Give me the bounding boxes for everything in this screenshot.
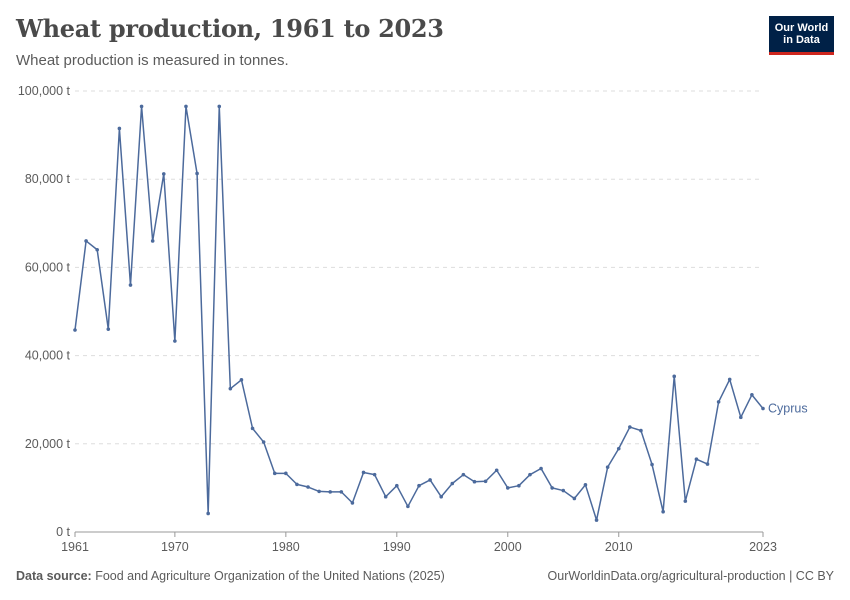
y-tick-label: 100,000 t: [18, 84, 71, 98]
data-point[interactable]: [95, 247, 99, 252]
data-point[interactable]: [239, 378, 244, 382]
data-point[interactable]: [328, 490, 333, 494]
y-tick-label: 80,000 t: [25, 172, 71, 186]
data-point[interactable]: [383, 494, 388, 499]
data-point[interactable]: [483, 479, 488, 484]
data-point[interactable]: [295, 482, 299, 487]
data-point[interactable]: [417, 483, 421, 488]
data-point[interactable]: [616, 446, 621, 451]
y-tick-label: 0 t: [56, 525, 70, 539]
data-point[interactable]: [272, 471, 277, 476]
y-tick-label: 20,000 t: [25, 437, 71, 451]
data-point[interactable]: [628, 425, 632, 429]
data-point[interactable]: [206, 511, 210, 516]
data-point[interactable]: [306, 485, 310, 489]
data-point[interactable]: [472, 479, 477, 484]
data-point[interactable]: [517, 483, 521, 488]
data-point[interactable]: [428, 478, 432, 482]
data-point[interactable]: [550, 486, 554, 490]
y-tick-label: 40,000 t: [25, 349, 71, 363]
owid-logo[interactable]: Our World in Data: [769, 16, 834, 55]
data-point[interactable]: [661, 509, 665, 514]
data-point[interactable]: [694, 457, 699, 462]
data-point[interactable]: [583, 483, 588, 487]
x-tick-label: 1980: [272, 540, 300, 554]
data-point[interactable]: [705, 462, 710, 466]
data-point[interactable]: [117, 126, 122, 131]
series-line-cyprus[interactable]: [74, 105, 764, 521]
data-point[interactable]: [350, 501, 355, 505]
series-label[interactable]: Cyprus: [768, 402, 808, 416]
data-point[interactable]: [372, 472, 377, 477]
source-label: Data source:: [16, 569, 92, 583]
footer-link[interactable]: OurWorldinData.org/agricultural-producti…: [547, 569, 834, 583]
data-point[interactable]: [750, 393, 754, 397]
data-point[interactable]: [672, 374, 677, 379]
data-point[interactable]: [539, 466, 543, 471]
x-tick-label: 2000: [494, 540, 522, 554]
data-point[interactable]: [406, 504, 410, 509]
data-point[interactable]: [561, 488, 566, 493]
data-point[interactable]: [727, 377, 732, 382]
data-point[interactable]: [361, 470, 366, 475]
data-point[interactable]: [528, 472, 532, 477]
data-point[interactable]: [650, 462, 654, 467]
data-point[interactable]: [173, 339, 177, 343]
data-point[interactable]: [128, 283, 133, 287]
data-point[interactable]: [395, 483, 399, 488]
data-point[interactable]: [228, 386, 233, 391]
data-point[interactable]: [195, 171, 199, 176]
x-tick-label: 1961: [61, 540, 89, 554]
x-tick-label: 1970: [161, 540, 189, 554]
data-point[interactable]: [150, 239, 155, 243]
data-point[interactable]: [284, 471, 288, 476]
axes: 0 t 20,000 t 40,000 t 60,000 t 80,000 t 100,0…: [18, 84, 777, 554]
data-point[interactable]: [161, 172, 166, 176]
data-point[interactable]: [594, 518, 599, 522]
source-text[interactable]: Food and Agriculture Organization of the…: [95, 569, 445, 583]
data-point[interactable]: [106, 327, 111, 331]
data-point[interactable]: [639, 428, 643, 433]
data-point[interactable]: [605, 465, 610, 469]
y-tick-label: 60,000 t: [25, 260, 71, 274]
data-point[interactable]: [439, 494, 443, 499]
data-point[interactable]: [217, 104, 222, 109]
data-point[interactable]: [683, 499, 688, 503]
data-point[interactable]: [317, 489, 321, 494]
data-point[interactable]: [716, 400, 721, 404]
data-point[interactable]: [494, 468, 499, 473]
data-point[interactable]: [84, 239, 88, 243]
logo-line-1: Our World: [774, 22, 829, 34]
data-point[interactable]: [73, 328, 77, 332]
data-point[interactable]: [505, 486, 510, 490]
chart-title: Wheat production, 1961 to 2023: [16, 14, 444, 43]
data-point[interactable]: [184, 104, 188, 109]
data-point[interactable]: [139, 104, 144, 109]
data-point[interactable]: [461, 472, 466, 477]
footer-source: Data source: Food and Agriculture Organi…: [16, 569, 445, 583]
data-point[interactable]: [572, 496, 577, 501]
x-tick-label: 2023: [749, 540, 777, 554]
data-point[interactable]: [250, 426, 255, 431]
grid-lines: [75, 90, 763, 445]
data-point[interactable]: [450, 481, 455, 486]
data-point[interactable]: [761, 406, 765, 411]
data-point[interactable]: [261, 440, 266, 444]
series-layer: Cyprus: [73, 104, 808, 522]
logo-line-2: in Data: [783, 34, 820, 46]
data-point[interactable]: [339, 490, 344, 494]
x-tick-label: 2010: [605, 540, 633, 554]
data-point[interactable]: [739, 415, 743, 420]
x-tick-label: 1990: [383, 540, 411, 554]
chart-subtitle: Wheat production is measured in tonnes.: [16, 52, 289, 69]
